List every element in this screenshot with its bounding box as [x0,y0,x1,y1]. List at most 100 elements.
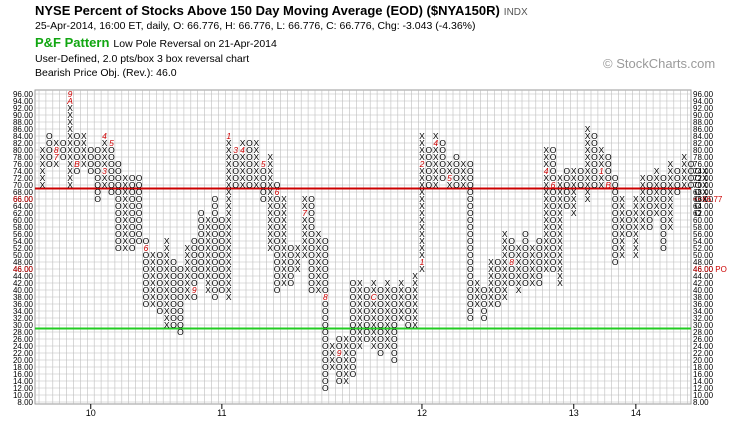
x-box: X [281,208,287,218]
x-box: X [488,257,494,267]
o-box: O [219,236,226,246]
o-box: O [108,166,115,176]
o-box: O [377,299,384,309]
o-box: O [274,264,281,274]
o-box: O [695,201,702,211]
o-box: O [129,243,136,253]
x-box: X [343,376,349,386]
o-box: O [308,222,315,232]
x-box: X [640,201,646,211]
x-year-label: 12 [417,408,427,418]
o-box: O [391,313,398,323]
x-box: X [419,145,425,155]
x-box: X [385,320,391,330]
x-box: X [150,271,156,281]
x-box: X [329,355,335,365]
x-box: X [668,187,674,197]
x-box: X [267,229,273,239]
x-box: X [343,341,349,351]
x-box: X [371,313,377,323]
o-box: O [467,257,474,267]
o-box: O [577,173,584,183]
o-box: O [363,306,370,316]
price-meta: 25-Apr-2014, 16:00 ET, daily, O: 66.776,… [35,20,476,32]
o-box: O [322,243,329,253]
y-tick-label-right: 96.00 [693,90,714,99]
x-box: X [53,159,59,169]
o-box: O [688,166,695,176]
o-box: O [695,180,702,190]
o-box: O [46,159,53,169]
o-box: O [695,187,702,197]
y-tick-label-left: 96.00 [13,90,34,99]
x-box: X [357,306,363,316]
o-box: O [212,229,219,239]
x-box: X [543,187,549,197]
x-box: X [185,264,191,274]
x-box: X [316,278,322,288]
o-box: O [467,194,474,204]
x-box: X [122,236,128,246]
o-box: O [246,145,253,155]
o-box: O [87,166,94,176]
o-box: O [198,271,205,281]
o-box: O [336,369,343,379]
o-box: O [219,264,226,274]
o-box: O [626,229,633,239]
x-box: X [53,138,59,148]
y-tick-label-left: 32.00 [13,314,34,323]
x-box: X [357,334,363,344]
o-box: O [363,299,370,309]
o-box: O [467,166,474,176]
o-box: O [308,278,315,288]
o-box: O [308,257,315,267]
o-box: O [115,208,122,218]
x-box: X [226,159,232,169]
x-box: X [419,166,425,176]
x-box: X [488,292,494,302]
y-tick-label-left: 22.00 [13,349,34,358]
x-box: X [40,152,46,162]
x-box: X [488,285,494,295]
x-box: X [302,243,308,253]
o-box: O [605,166,612,176]
month-marker: 2 [419,159,425,169]
o-box: O [674,166,681,176]
x-box: X [67,103,73,113]
y-tick-label-right: 84.00 [693,132,714,141]
o-box: O [591,173,598,183]
o-box: O [646,201,653,211]
o-box: O [143,299,150,309]
o-box: O [350,362,357,372]
o-box: O [74,166,81,176]
o-box: O [550,208,557,218]
o-box: O [612,257,619,267]
o-box: O [212,271,219,281]
x-box: X [702,194,708,204]
month-marker: 4 [433,138,438,148]
x-box: X [681,166,687,176]
o-box: O [467,278,474,288]
o-box: O [136,173,143,183]
level-label-right: 46.00 PO [693,265,727,274]
o-box: O [246,152,253,162]
x-box: X [461,159,467,169]
x-box: X [302,215,308,225]
y-tick-label-left: 52.00 [13,244,34,253]
x-box: X [419,180,425,190]
x-box: X [164,278,170,288]
x-box: X [281,250,287,260]
x-box: X [543,243,549,253]
o-box: O [129,187,136,197]
x-box: X [474,292,480,302]
x-box: X [205,278,211,288]
o-box: O [405,313,412,323]
x-box: X [371,320,377,330]
x-box: X [164,299,170,309]
x-box: X [122,208,128,218]
x-box: X [398,299,404,309]
x-box: X [164,313,170,323]
y-tick-label-left: 42.00 [13,279,34,288]
x-box: X [557,271,563,281]
o-box: O [536,264,543,274]
